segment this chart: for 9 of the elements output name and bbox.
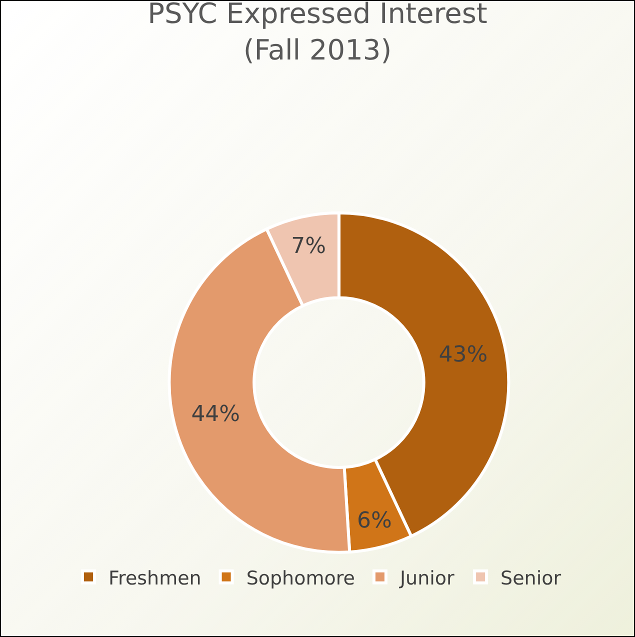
data-label: 6% — [357, 508, 392, 534]
legend-label: Freshmen — [108, 567, 202, 590]
legend-label: Sophomore — [246, 567, 355, 590]
chart-title: PSYC Expressed Interest (Fall 2013) — [148, 0, 488, 67]
legend-label: Junior — [398, 567, 455, 590]
legend-label: Senior — [500, 567, 562, 590]
data-label: 43% — [438, 342, 488, 368]
data-label: 44% — [191, 402, 240, 427]
data-label: 7% — [291, 234, 326, 260]
